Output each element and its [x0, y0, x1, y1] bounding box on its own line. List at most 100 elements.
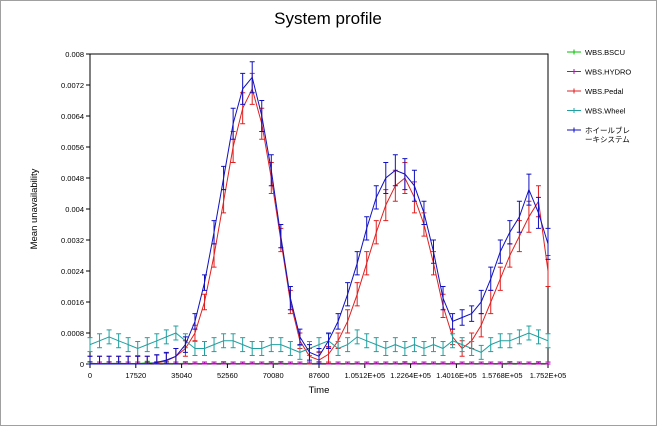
error-bar — [278, 224, 284, 249]
error-bar — [450, 333, 456, 349]
error-bar — [182, 361, 188, 365]
error-bar — [516, 329, 522, 345]
error-bar — [306, 344, 312, 361]
y-tick-label: 0.0032 — [61, 236, 84, 245]
error-bar — [211, 220, 217, 245]
error-bar — [173, 348, 179, 365]
error-bar — [87, 355, 93, 365]
error-bar — [135, 355, 141, 365]
error-bar — [421, 361, 427, 365]
error-bar — [545, 227, 551, 260]
error-bar — [373, 185, 379, 210]
error-bar — [478, 361, 484, 365]
error-bar — [278, 361, 284, 365]
error-bar — [450, 361, 456, 365]
error-bar — [478, 344, 484, 360]
x-tick-label: 52560 — [217, 371, 238, 380]
error-bar — [192, 361, 198, 365]
error-bar — [316, 348, 322, 365]
error-bar — [497, 361, 503, 365]
error-bar — [497, 333, 503, 349]
x-axis-ticks: 0 17520 35040 52560 70080 87600 1.0512E+05 1.22… — [88, 364, 566, 380]
error-bar — [230, 361, 236, 365]
error-bar — [259, 361, 265, 365]
error-bar — [268, 361, 274, 365]
error-bar — [459, 361, 465, 365]
error-bar — [87, 337, 93, 353]
error-bar — [354, 251, 360, 276]
series-4 — [87, 61, 551, 365]
x-tick-label: 1.752E+05 — [530, 371, 567, 380]
y-tick-label: 0.0024 — [61, 267, 84, 276]
error-bar — [488, 266, 494, 291]
error-bar — [221, 361, 227, 365]
error-bar — [154, 333, 160, 349]
error-bar — [287, 286, 293, 311]
error-bar — [516, 200, 522, 233]
y-tick-label: 0 — [80, 360, 84, 369]
error-bar — [354, 361, 360, 365]
y-tick-label: 0.008 — [65, 50, 84, 59]
y-tick-label: 0.0048 — [61, 174, 84, 183]
plot-area — [89, 53, 549, 365]
error-bar — [221, 333, 227, 349]
error-bar — [450, 313, 456, 330]
error-bar — [97, 355, 103, 365]
error-bar — [268, 154, 274, 187]
error-bar — [230, 107, 236, 140]
error-bar — [364, 333, 370, 349]
error-bar — [278, 337, 284, 353]
error-bar — [526, 325, 532, 341]
error-bar — [507, 220, 513, 245]
error-bar — [287, 341, 293, 356]
error-bar — [144, 337, 150, 353]
error-bar — [202, 361, 207, 365]
error-bar — [459, 309, 465, 326]
error-bar — [202, 341, 207, 356]
error-bar — [259, 341, 265, 356]
error-bar — [240, 361, 246, 365]
error-bar — [440, 361, 446, 365]
error-bar — [106, 355, 112, 365]
x-tick-label: 1.5768E+05 — [482, 371, 523, 380]
x-tick-label: 0 — [88, 371, 92, 380]
error-bar — [373, 361, 379, 365]
error-bar — [202, 293, 207, 311]
error-bar — [392, 154, 398, 187]
error-bar — [545, 333, 551, 349]
y-tick-label: 0.0016 — [61, 298, 84, 307]
series-3 — [87, 325, 551, 360]
x-tick-label: 87600 — [309, 371, 330, 380]
error-bar — [163, 351, 169, 365]
error-bar — [411, 337, 417, 353]
error-bar — [392, 337, 398, 353]
error-bar — [535, 329, 541, 345]
error-bar — [221, 165, 227, 191]
error-bar — [211, 337, 217, 353]
error-bar — [144, 355, 150, 365]
legend-label: ホイールブレ — [585, 125, 630, 135]
legend-item: WBS.HYDRO — [567, 68, 631, 77]
error-bar — [297, 344, 303, 360]
error-bar — [411, 361, 417, 365]
error-bar — [497, 239, 503, 264]
error-bar — [497, 266, 503, 291]
error-bar — [106, 329, 112, 345]
error-bar — [211, 361, 217, 365]
error-bar — [135, 341, 141, 356]
error-bar — [345, 282, 351, 307]
series-layer — [87, 61, 551, 365]
y-axis-ticks: 0 0.0008 0.0016 0.0024 0.0032 0.004 0.0048 0.00… — [61, 50, 90, 369]
legend-label: WBS.Wheel — [585, 107, 626, 116]
error-bar — [535, 196, 541, 229]
error-bar — [526, 173, 532, 206]
error-bar — [297, 328, 303, 346]
legend-item: WBS.Pedal — [567, 87, 624, 96]
x-tick-label: 1.2264E+05 — [390, 371, 431, 380]
error-bar — [507, 361, 513, 365]
error-bar — [431, 337, 436, 353]
error-bar — [354, 329, 360, 345]
error-bar — [230, 333, 236, 349]
error-bar — [173, 325, 179, 341]
error-bar — [116, 355, 122, 365]
